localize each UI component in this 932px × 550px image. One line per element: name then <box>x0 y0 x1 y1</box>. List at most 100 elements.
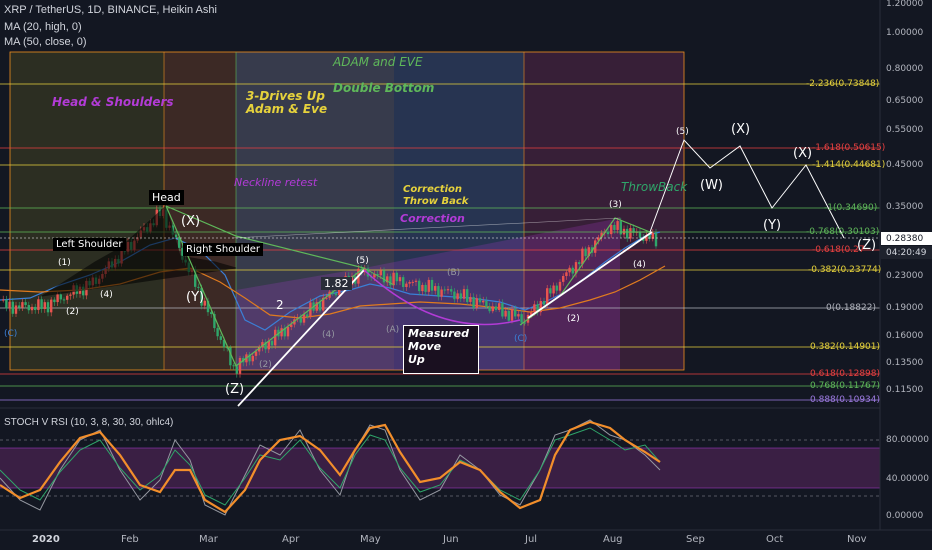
candle-body <box>539 301 542 313</box>
ma20-legend[interactable]: MA (20, high, 0) <box>4 21 82 33</box>
candle-body <box>616 221 619 230</box>
label-throwback: ThrowBack <box>621 180 688 194</box>
label-double-bottom: Double Bottom <box>333 81 435 95</box>
label-wave-5b: (5) <box>356 256 369 266</box>
candle-body <box>254 351 258 356</box>
time-tick: 2020 <box>32 534 60 545</box>
candle-body <box>414 280 418 282</box>
candle-body <box>421 284 424 292</box>
label-x1: (X) <box>181 214 201 229</box>
candle-body <box>264 342 267 350</box>
price-tick: 0.65000 <box>886 96 924 106</box>
candle-body <box>389 276 392 286</box>
candle-body <box>286 326 290 337</box>
candle-body <box>283 328 286 337</box>
candle-body <box>21 302 24 308</box>
candle-body <box>53 299 56 303</box>
candle-body <box>491 306 494 312</box>
candle-body <box>82 286 85 296</box>
candle-body <box>216 328 219 337</box>
candle-body <box>325 297 328 299</box>
candle-body <box>411 281 414 283</box>
candle-body <box>43 302 46 310</box>
candle-body <box>251 355 254 362</box>
label-wave-4a: (4) <box>100 290 113 300</box>
candle-body <box>315 302 318 311</box>
stoch-title[interactable]: STOCH V RSI (10, 3, 8, 30, 30, ohlc4) <box>4 417 174 428</box>
candle-body <box>248 354 251 362</box>
candle-body <box>382 270 386 283</box>
candle-body <box>238 357 242 374</box>
candle-body <box>219 336 222 340</box>
candle-body <box>597 237 600 241</box>
ma50-legend[interactable]: MA (50, close, 0) <box>4 36 87 48</box>
label-wave-aa: (A) <box>386 325 400 335</box>
label-y1: (Y) <box>186 290 205 305</box>
label-head: Head <box>149 190 184 205</box>
candle-body <box>629 228 632 239</box>
candle-body <box>555 285 558 291</box>
candle-body <box>571 267 574 274</box>
candle-body <box>56 294 59 303</box>
current-time-tag <box>881 246 932 259</box>
stoch-tick: 0.00000 <box>886 511 924 521</box>
candle-body <box>46 302 50 313</box>
label-correction-tb: Correction <box>403 184 462 195</box>
candle-body <box>437 286 440 297</box>
candle-body <box>392 272 395 286</box>
candle-body <box>373 274 376 278</box>
label-neckline-retest: Neckline retest <box>234 176 318 189</box>
candle-body <box>398 277 402 282</box>
candle-body <box>258 347 261 352</box>
candle-body <box>443 289 446 291</box>
price-tick: 0.16000 <box>886 331 924 341</box>
fib-label-4: -1(0.34690) <box>824 203 878 213</box>
time-tick: Feb <box>121 534 139 545</box>
candle-body <box>600 232 603 238</box>
candle-body <box>549 288 552 294</box>
candle-body <box>290 324 293 327</box>
candle-body <box>488 306 491 312</box>
candle-body <box>206 300 210 313</box>
measured-move-box: Measured Move Up <box>403 325 479 374</box>
current-price-tag <box>881 232 932 245</box>
label-adam-eve-2: Adam & Eve <box>246 102 328 116</box>
candle-body <box>338 287 341 296</box>
label-adam-eve: ADAM and EVE <box>333 55 423 69</box>
candle-body <box>654 232 658 247</box>
candle-body <box>59 294 62 300</box>
fib-label-12: 0.888(0.10934) <box>810 395 881 405</box>
label-left-shoulder: Left Shoulder <box>53 238 126 251</box>
candle-body <box>350 276 354 286</box>
fib-label-6: -0.618(0.27 <box>812 245 865 255</box>
time-tick: Oct <box>766 534 784 545</box>
candle-body <box>386 276 389 283</box>
price-tick: 0.11500 <box>886 385 924 395</box>
candle-body <box>485 300 488 307</box>
stoch-d-line <box>0 419 661 516</box>
fib-label-2: -1.618(0.50615) <box>812 143 886 153</box>
current-time-label: 04:20:49 <box>886 248 927 258</box>
candle-body <box>584 248 587 257</box>
candle-body <box>642 237 645 241</box>
candle-body <box>523 322 526 324</box>
candle-body <box>638 231 642 238</box>
candle-body <box>5 299 8 309</box>
label-wave-5a: (5) <box>676 127 689 137</box>
candle-body <box>610 224 613 235</box>
candle-body <box>478 298 482 303</box>
time-tick: Nov <box>847 534 867 545</box>
time-tick: Aug <box>603 534 623 545</box>
candle-body <box>434 286 437 291</box>
stoch-tick: 80.00000 <box>886 435 929 445</box>
candle-body <box>37 299 40 311</box>
candle-body <box>459 293 462 299</box>
label-head-shoulders: Head & Shoulders <box>52 95 174 109</box>
price-tick: 0.23000 <box>886 271 924 281</box>
candle-body <box>11 301 14 314</box>
time-tick: Jun <box>443 534 459 545</box>
candle-body <box>14 305 18 314</box>
candle-body <box>334 293 338 296</box>
label-z2: (Z) <box>857 238 877 253</box>
